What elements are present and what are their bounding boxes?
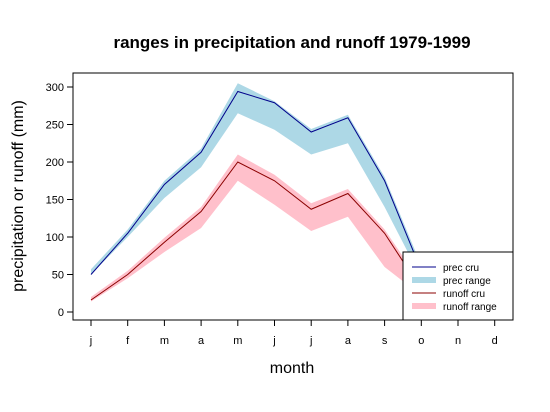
y-tick-label: 300 xyxy=(46,82,64,94)
y-tick-label: 150 xyxy=(46,195,64,207)
x-tick-label: j xyxy=(309,335,312,347)
x-tick-label: f xyxy=(126,335,130,347)
y-tick-label: 200 xyxy=(46,157,64,169)
y-tick-label: 0 xyxy=(58,307,64,319)
x-tick-label: o xyxy=(418,335,424,347)
x-tick-label: m xyxy=(233,335,242,347)
x-tick-label: j xyxy=(272,335,275,347)
band-runoff-range xyxy=(91,154,495,302)
legend-label: prec cru xyxy=(443,263,479,274)
legend-label: runoff range xyxy=(443,302,497,313)
x-tick-label: a xyxy=(198,335,205,347)
y-tick-label: 100 xyxy=(46,232,64,244)
x-tick-label: s xyxy=(382,335,388,347)
y-axis: 0 50 100 150 200 250 300 xyxy=(46,82,73,319)
x-tick-label: a xyxy=(345,335,352,347)
x-tick-label: n xyxy=(455,335,461,347)
legend: prec cru prec range runoff cru runoff range xyxy=(402,251,514,321)
x-tick-label: j xyxy=(89,335,92,347)
band-prec-range xyxy=(91,83,495,281)
legend-label: prec range xyxy=(443,276,491,287)
y-axis-title: precipitation or runoff (mm) xyxy=(10,100,27,292)
x-tick-label: m xyxy=(160,335,169,347)
x-axis-title: month xyxy=(270,360,314,377)
y-tick-label: 50 xyxy=(52,270,64,282)
range-bands xyxy=(91,83,495,302)
legend-label: runoff cru xyxy=(443,289,485,300)
y-tick-label: 250 xyxy=(46,120,64,132)
chart-title: ranges in precipitation and runoff 1979-… xyxy=(113,33,470,52)
x-tick-label: d xyxy=(492,335,498,347)
